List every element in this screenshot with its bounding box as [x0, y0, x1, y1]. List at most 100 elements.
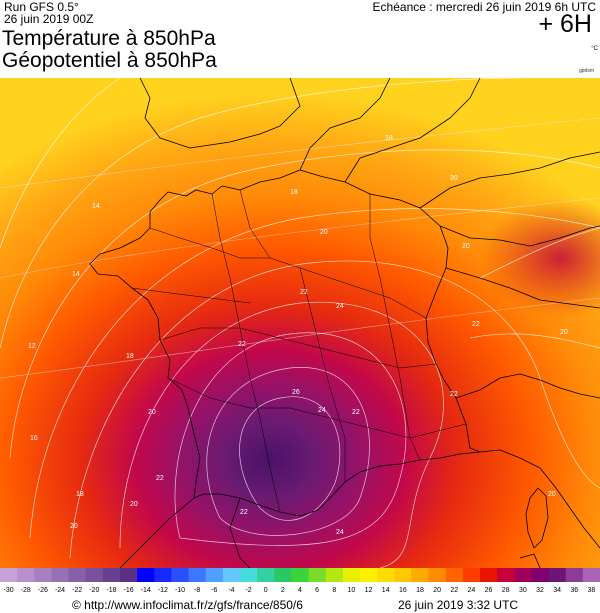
isotherm-label: 26 — [292, 389, 300, 396]
forecast-offset: + 6H — [538, 10, 592, 38]
isotherm-label: 14 — [92, 203, 100, 210]
source-url: © http://www.infoclimat.fr/z/gfs/france/… — [72, 598, 303, 612]
color-scale: -30 -28 -26 -24 -22 -20 -18 -16 -14 -12 -10 -8 -6 -4-… — [0, 568, 600, 594]
isotherm-label: 16 — [30, 435, 38, 442]
forecast-valid-time: Echéance : mercredi 26 juin 2019 6h UTC — [372, 0, 596, 14]
isotherm-label: 12 — [28, 343, 36, 350]
scale-tick-label: 28 — [502, 587, 510, 594]
scale-tick-label: 20 — [433, 587, 441, 594]
color-swatch — [257, 568, 275, 582]
isotherm-label: 22 — [156, 475, 164, 482]
color-swatch — [548, 568, 567, 582]
isotherm-label: 14 — [72, 271, 80, 278]
geopotential-lines — [0, 117, 600, 379]
isotherm-label: 18 — [385, 135, 393, 142]
scale-tick-label: 2 — [281, 587, 285, 594]
isotherm-labels: 18 20 20 20 18 14 14 12 18 22 24 22 22 2… — [28, 135, 568, 536]
isotherm-label: 20 — [450, 175, 458, 182]
run-date: 26 juin 2019 00Z — [4, 12, 94, 26]
credit-small: gpdsm — [578, 68, 594, 74]
country-borders — [89, 78, 600, 568]
scale-tick-label: 32 — [536, 587, 544, 594]
color-swatch — [120, 568, 138, 582]
color-swatch — [411, 568, 430, 582]
color-swatch — [497, 568, 515, 582]
color-swatch — [291, 568, 310, 582]
color-swatch — [394, 568, 412, 582]
color-swatch — [188, 568, 207, 582]
color-swatch — [17, 568, 35, 582]
scale-tick-label: -16 — [124, 587, 134, 594]
color-swatch — [205, 568, 224, 582]
color-swatch — [428, 568, 447, 582]
scale-tick-label: 14 — [382, 587, 390, 594]
scale-tick-label: 36 — [570, 587, 578, 594]
scale-tick-label: -20 — [89, 587, 99, 594]
scale-tick-label: 38 — [588, 587, 596, 594]
color-swatch — [462, 568, 481, 582]
unit-label: °C — [591, 46, 598, 52]
color-swatch — [222, 568, 241, 582]
scale-tick-label: 12 — [365, 587, 373, 594]
isotherm-label: 20 — [560, 329, 568, 336]
map-title-geopotential: Géopotentiel à 850hPa — [2, 49, 217, 72]
color-scale-swatches — [0, 568, 600, 582]
scale-tick-label: -22 — [72, 587, 82, 594]
color-swatch — [342, 568, 361, 582]
isotherm-label: 22 — [472, 321, 480, 328]
color-swatch — [0, 568, 18, 582]
scale-tick-label: -14 — [141, 587, 151, 594]
temperature-map: 18 20 20 20 18 14 14 12 18 22 24 22 22 2… — [0, 78, 600, 568]
color-swatch — [377, 568, 395, 582]
isotherm-label: 18 — [76, 491, 84, 498]
isotherm-label: 20 — [148, 409, 156, 416]
isotherm-label: 22 — [238, 341, 246, 348]
scale-tick-label: 10 — [348, 587, 356, 594]
isotherm-label: 20 — [462, 243, 470, 250]
color-swatch — [240, 568, 258, 582]
scale-tick-label: 8 — [332, 587, 336, 594]
scale-tick-label: 0 — [264, 587, 268, 594]
isotherm-label: 22 — [450, 391, 458, 398]
color-swatch — [34, 568, 52, 582]
map-title-temperature: Température à 850hPa — [2, 27, 216, 50]
color-swatch — [137, 568, 155, 582]
scale-tick-label: -30 — [4, 587, 14, 594]
color-swatch — [582, 568, 600, 582]
scale-tick-label: -24 — [55, 587, 65, 594]
scale-tick-label: 24 — [468, 587, 476, 594]
isotherm-label: 18 — [290, 189, 298, 196]
run-label: Run GFS 0.5° — [4, 0, 79, 14]
color-swatch — [274, 568, 292, 582]
color-swatch — [480, 568, 498, 582]
color-swatch — [445, 568, 464, 582]
scale-tick-label: 22 — [450, 587, 458, 594]
scale-tick-label: 34 — [553, 587, 561, 594]
scale-tick-label: 18 — [416, 587, 424, 594]
color-swatch — [360, 568, 378, 582]
color-swatch — [154, 568, 172, 582]
color-swatch — [51, 568, 70, 582]
scale-tick-label: 26 — [485, 587, 493, 594]
isotherm-label: 24 — [336, 303, 344, 310]
color-swatch — [325, 568, 344, 582]
scale-tick-label: 16 — [399, 587, 407, 594]
scale-tick-label: 4 — [298, 587, 302, 594]
scale-tick-label: 6 — [315, 587, 319, 594]
color-swatch — [102, 568, 121, 582]
isotherm-label: 22 — [240, 509, 248, 516]
generation-time: 26 juin 2019 3:32 UTC — [398, 598, 519, 612]
scale-tick-label: -26 — [38, 587, 48, 594]
scale-tick-label: -28 — [21, 587, 31, 594]
color-swatch — [565, 568, 584, 582]
isotherm-label: 24 — [336, 529, 344, 536]
isotherm-label: 20 — [130, 501, 138, 508]
scale-tick-label: -8 — [194, 587, 200, 594]
isotherm-label: 22 — [300, 289, 308, 296]
isotherm-label: 18 — [126, 353, 134, 360]
scale-tick-label: 30 — [519, 587, 527, 594]
color-swatch — [514, 568, 532, 582]
scale-tick-label: -6 — [211, 587, 217, 594]
isotherm-label: 20 — [70, 523, 78, 530]
isotherm-label: 24 — [318, 407, 326, 414]
